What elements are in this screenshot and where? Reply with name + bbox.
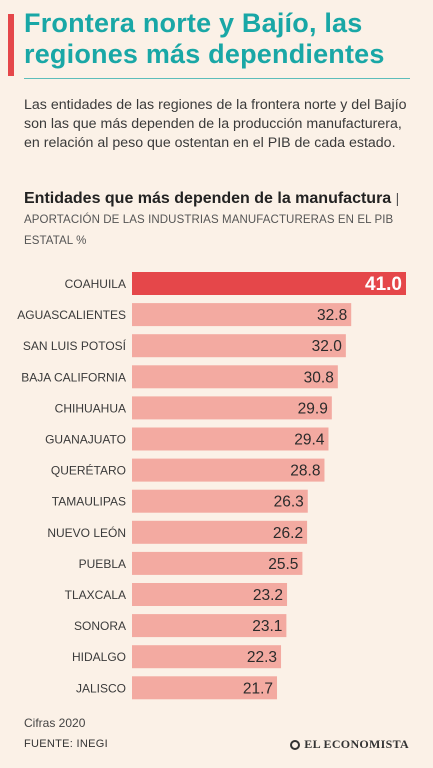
category-label: AGUASCALIENTES <box>17 308 126 322</box>
category-label: COAHUILA <box>65 277 126 291</box>
bar-5 <box>132 427 329 451</box>
value-label: 30.8 <box>304 369 334 386</box>
category-label: HIDALGO <box>72 650 126 664</box>
bar-13 <box>132 676 278 700</box>
bar-7 <box>132 489 308 513</box>
chart-subtitle: APORTACIÓN DE LAS INDUSTRIAS MANUFACTURE… <box>24 214 394 247</box>
footer-note: Cifras 2020 <box>24 716 86 730</box>
title-accent-bar <box>8 14 14 76</box>
bar-1 <box>132 303 352 327</box>
brand-name: EL ECONOMISTA <box>304 737 409 751</box>
value-label: 32.0 <box>312 338 343 355</box>
brand-icon <box>290 739 301 750</box>
category-label: BAJA CALIFORNIA <box>21 370 126 384</box>
chart-title-block: Entidades que más dependen de la manufac… <box>24 188 419 251</box>
bar-3 <box>132 365 338 389</box>
page-title: Frontera norte y Bajío, las regiones más… <box>24 8 385 69</box>
category-label: TAMAULIPAS <box>52 495 126 509</box>
value-label: 29.4 <box>294 432 325 449</box>
category-label: TLAXCALA <box>65 588 126 602</box>
category-label: SAN LUIS POTOSÍ <box>23 338 127 353</box>
value-label: 23.2 <box>253 587 283 604</box>
value-label: 25.5 <box>268 556 298 573</box>
value-label: 28.8 <box>290 463 320 480</box>
bar-2 <box>132 334 346 358</box>
title-separator: | <box>395 190 400 206</box>
value-label: 29.9 <box>298 400 328 417</box>
value-label: 26.3 <box>274 494 304 511</box>
bar-4 <box>132 396 332 420</box>
value-label: 23.1 <box>252 618 282 635</box>
value-label: 22.3 <box>247 649 277 666</box>
category-label: GUANAJUATO <box>45 433 126 447</box>
bar-12 <box>132 645 282 669</box>
category-label: PUEBLA <box>79 557 126 571</box>
bar-9 <box>132 551 303 575</box>
value-label: 41.0 <box>365 274 402 295</box>
category-label: CHIHUAHUA <box>55 401 126 415</box>
category-label: JALISCO <box>76 681 126 695</box>
bar-11 <box>132 614 287 638</box>
category-label: NUEVO LEÓN <box>47 525 126 540</box>
bar-chart: COAHUILA 41.0 AGUASCALIENTES 32.8 SAN LUIS P… <box>17 272 406 700</box>
bar-0 <box>132 272 406 295</box>
category-label: SONORA <box>74 619 126 633</box>
value-label: 26.2 <box>273 525 303 542</box>
category-label: QUERÉTARO <box>51 463 126 478</box>
title-divider <box>24 78 410 79</box>
value-label: 21.7 <box>243 680 273 697</box>
bar-6 <box>132 458 325 482</box>
bar-10 <box>132 583 288 606</box>
footer-source: FUENTE: INEGI <box>24 738 108 750</box>
chart-title: Entidades que más dependen de la manufac… <box>24 190 392 207</box>
brand-logo: EL ECONOMISTA <box>290 737 409 752</box>
value-label: 32.8 <box>317 307 347 324</box>
intro-paragraph: Las entidades de las regiones de la fron… <box>24 97 407 151</box>
bar-8 <box>132 520 308 544</box>
